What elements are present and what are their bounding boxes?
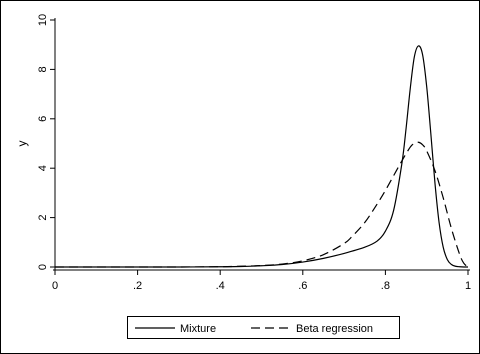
y-tick-label: 8 (37, 66, 49, 72)
x-tick-label: 1 (465, 280, 471, 292)
x-tick-label: .4 (216, 280, 225, 292)
y-tick-label: 6 (37, 116, 49, 122)
y-tick-label: 10 (37, 14, 49, 26)
legend: Mixture Beta regression (127, 316, 400, 339)
x-tick-label: .8 (381, 280, 390, 292)
series-line-mixture (54, 45, 469, 268)
legend-box (127, 316, 400, 339)
y-axis-title: y (15, 141, 29, 147)
y-tick-label: 0 (37, 264, 49, 270)
series-line-beta-regression (54, 141, 469, 268)
y-tick-label: 4 (37, 165, 49, 171)
x-tick-label: .6 (298, 280, 307, 292)
legend-label: Beta regression (296, 323, 373, 335)
x-tick-label: 0 (52, 280, 58, 292)
x-tick-label: .2 (133, 280, 142, 292)
series-layer (54, 45, 469, 268)
y-tick-label: 2 (37, 215, 49, 221)
legend-label: Mixture (180, 323, 216, 335)
